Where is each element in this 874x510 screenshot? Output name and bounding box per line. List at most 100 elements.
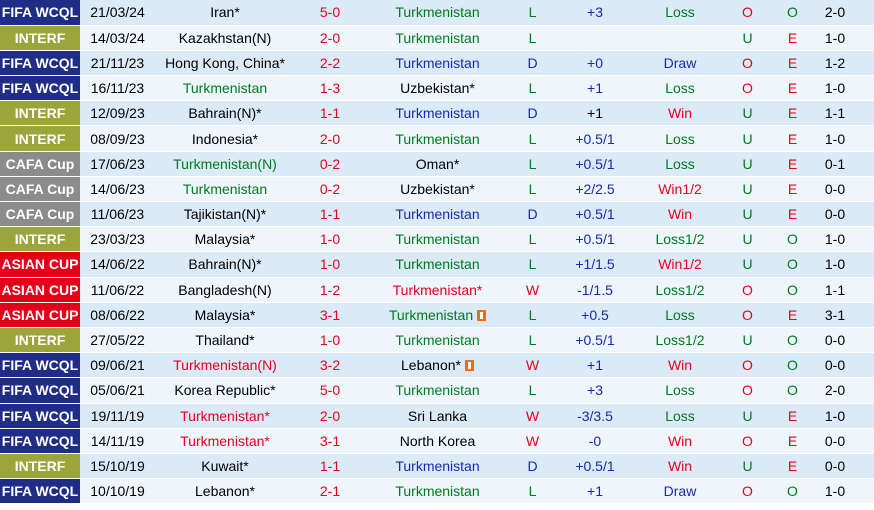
- full-time-score[interactable]: 2-2: [295, 50, 365, 77]
- competition-badge[interactable]: FIFA WCQL: [0, 403, 80, 429]
- competition-badge[interactable]: INTERF: [0, 453, 80, 480]
- competition-badge[interactable]: FIFA WCQL: [0, 50, 80, 77]
- home-team-link[interactable]: Turkmenistan: [155, 176, 295, 203]
- match-row[interactable]: INTERF 23/03/23 Malaysia* 1-0 Turkmenistan L +…: [0, 226, 874, 253]
- match-row[interactable]: FIFA WCQL 10/10/19 Lebanon* 2-1 Turkmenistan…: [0, 478, 874, 505]
- full-time-score[interactable]: 3-1: [295, 428, 365, 454]
- full-time-score[interactable]: 2-1: [295, 478, 365, 505]
- full-time-score[interactable]: 1-3: [295, 75, 365, 102]
- match-row[interactable]: FIFA WCQL 16/11/23 Turkmenistan 1-3 Uzbekist…: [0, 75, 874, 102]
- competition-badge[interactable]: FIFA WCQL: [0, 478, 80, 505]
- match-row[interactable]: FIFA WCQL 21/11/23 Hong Kong, China* 2-2 Tur…: [0, 50, 874, 77]
- home-team-link[interactable]: Turkmenistan(N): [155, 151, 295, 177]
- competition-badge[interactable]: ASIAN CUP: [0, 277, 80, 303]
- away-team-link[interactable]: Turkmenistan: [365, 125, 510, 152]
- home-team-link[interactable]: Lebanon*: [155, 478, 295, 505]
- full-time-score[interactable]: 1-0: [295, 226, 365, 253]
- away-team-link[interactable]: Turkmenistan: [365, 251, 510, 278]
- match-row[interactable]: CAFA Cup 11/06/23 Tajikistan(N)* 1-1 Turkmen…: [0, 201, 874, 228]
- match-row[interactable]: FIFA WCQL 21/03/24 Iran* 5-0 Turkmenistan L +3…: [0, 0, 874, 26]
- match-row[interactable]: FIFA WCQL 14/11/19 Turkmenistan* 3-1 North K…: [0, 428, 874, 454]
- competition-badge[interactable]: INTERF: [0, 125, 80, 152]
- competition-badge[interactable]: INTERF: [0, 327, 80, 354]
- competition-badge[interactable]: CAFA Cup: [0, 201, 80, 228]
- away-team-link[interactable]: Turkmenistan: [365, 453, 510, 480]
- full-time-score[interactable]: 2-0: [295, 403, 365, 429]
- full-time-score[interactable]: 1-0: [295, 327, 365, 354]
- match-row[interactable]: INTERF 27/05/22 Thailand* 1-0 Turkmenistan L +…: [0, 327, 874, 354]
- competition-badge[interactable]: ASIAN CUP: [0, 251, 80, 278]
- home-team-link[interactable]: Turkmenistan*: [155, 403, 295, 429]
- match-row[interactable]: FIFA WCQL 19/11/19 Turkmenistan* 2-0 Sri Lan…: [0, 403, 874, 429]
- home-team-link[interactable]: Bangladesh(N): [155, 277, 295, 303]
- home-team-link[interactable]: Kuwait*: [155, 453, 295, 480]
- competition-badge[interactable]: CAFA Cup: [0, 151, 80, 177]
- away-team-link[interactable]: North Korea: [365, 428, 510, 454]
- home-team-link[interactable]: Turkmenistan*: [155, 428, 295, 454]
- match-row[interactable]: CAFA Cup 17/06/23 Turkmenistan(N) 0-2 Oman* L…: [0, 151, 874, 177]
- full-time-score[interactable]: 1-1: [295, 453, 365, 480]
- full-time-score[interactable]: 0-2: [295, 176, 365, 203]
- competition-badge[interactable]: FIFA WCQL: [0, 377, 80, 404]
- match-row[interactable]: INTERF 15/10/19 Kuwait* 1-1 Turkmenistan D +0.…: [0, 453, 874, 480]
- home-team-link[interactable]: Malaysia*: [155, 226, 295, 253]
- away-team-link[interactable]: Oman*: [365, 151, 510, 177]
- full-time-score[interactable]: 3-2: [295, 352, 365, 379]
- match-row[interactable]: INTERF 14/03/24 Kazakhstan(N) 2-0 Turkmenist…: [0, 25, 874, 51]
- away-team-link[interactable]: Turkmenistan: [365, 377, 510, 404]
- full-time-score[interactable]: 0-2: [295, 151, 365, 177]
- competition-badge[interactable]: INTERF: [0, 25, 80, 51]
- home-team-link[interactable]: Hong Kong, China*: [155, 50, 295, 77]
- away-team-link[interactable]: Turkmenistan: [365, 302, 510, 328]
- match-row[interactable]: FIFA WCQL 05/06/21 Korea Republic* 5-0 Turkm…: [0, 377, 874, 404]
- away-team-link[interactable]: Turkmenistan: [365, 0, 510, 26]
- match-row[interactable]: ASIAN CUP 11/06/22 Bangladesh(N) 1-2 Turkmen…: [0, 277, 874, 303]
- away-team-link[interactable]: Uzbekistan*: [365, 176, 510, 203]
- away-team-link[interactable]: Turkmenistan*: [365, 277, 510, 303]
- competition-badge[interactable]: ASIAN CUP: [0, 302, 80, 328]
- competition-badge[interactable]: FIFA WCQL: [0, 0, 80, 26]
- match-row[interactable]: ASIAN CUP 08/06/22 Malaysia* 3-1 Turkmenista…: [0, 302, 874, 328]
- competition-badge[interactable]: CAFA Cup: [0, 176, 80, 203]
- match-row[interactable]: INTERF 12/09/23 Bahrain(N)* 1-1 Turkmenistan…: [0, 100, 874, 127]
- away-team-link[interactable]: Uzbekistan*: [365, 75, 510, 102]
- competition-badge[interactable]: FIFA WCQL: [0, 428, 80, 454]
- full-time-score[interactable]: 5-0: [295, 377, 365, 404]
- match-row[interactable]: FIFA WCQL 09/06/21 Turkmenistan(N) 3-2 Leban…: [0, 352, 874, 379]
- home-team-link[interactable]: Korea Republic*: [155, 377, 295, 404]
- full-time-score[interactable]: 1-2: [295, 277, 365, 303]
- competition-badge[interactable]: FIFA WCQL: [0, 352, 80, 379]
- competition-badge[interactable]: FIFA WCQL: [0, 75, 80, 102]
- full-time-score[interactable]: 1-0: [295, 251, 365, 278]
- home-team-link[interactable]: Thailand*: [155, 327, 295, 354]
- home-team-link[interactable]: Indonesia*: [155, 125, 295, 152]
- match-row[interactable]: INTERF 08/09/23 Indonesia* 2-0 Turkmenistan L…: [0, 125, 874, 152]
- away-team-link[interactable]: Sri Lanka: [365, 403, 510, 429]
- full-time-score[interactable]: 2-0: [295, 125, 365, 152]
- away-team-link[interactable]: Turkmenistan: [365, 478, 510, 505]
- competition-badge[interactable]: INTERF: [0, 226, 80, 253]
- full-time-score[interactable]: 2-0: [295, 25, 365, 51]
- full-time-score[interactable]: 5-0: [295, 0, 365, 26]
- away-team-link[interactable]: Turkmenistan: [365, 100, 510, 127]
- home-team-link[interactable]: Malaysia*: [155, 302, 295, 328]
- away-team-link[interactable]: Turkmenistan: [365, 25, 510, 51]
- match-row[interactable]: ASIAN CUP 14/06/22 Bahrain(N)* 1-0 Turkmenis…: [0, 251, 874, 278]
- away-team-link[interactable]: Turkmenistan: [365, 50, 510, 77]
- away-team-link[interactable]: Turkmenistan: [365, 226, 510, 253]
- full-time-score[interactable]: 1-1: [295, 100, 365, 127]
- home-team-link[interactable]: Turkmenistan: [155, 75, 295, 102]
- full-time-score[interactable]: 3-1: [295, 302, 365, 328]
- home-team-link[interactable]: Tajikistan(N)*: [155, 201, 295, 228]
- match-row[interactable]: CAFA Cup 14/06/23 Turkmenistan 0-2 Uzbekista…: [0, 176, 874, 203]
- full-time-score[interactable]: 1-1: [295, 201, 365, 228]
- home-team-link[interactable]: Kazakhstan(N): [155, 25, 295, 51]
- home-team-link[interactable]: Bahrain(N)*: [155, 100, 295, 127]
- away-team-link[interactable]: Turkmenistan: [365, 201, 510, 228]
- home-team-link[interactable]: Turkmenistan(N): [155, 352, 295, 379]
- home-team-link[interactable]: Iran*: [155, 0, 295, 26]
- away-team-link[interactable]: Lebanon*: [365, 352, 510, 379]
- competition-badge[interactable]: INTERF: [0, 100, 80, 127]
- away-team-link[interactable]: Turkmenistan: [365, 327, 510, 354]
- home-team-link[interactable]: Bahrain(N)*: [155, 251, 295, 278]
